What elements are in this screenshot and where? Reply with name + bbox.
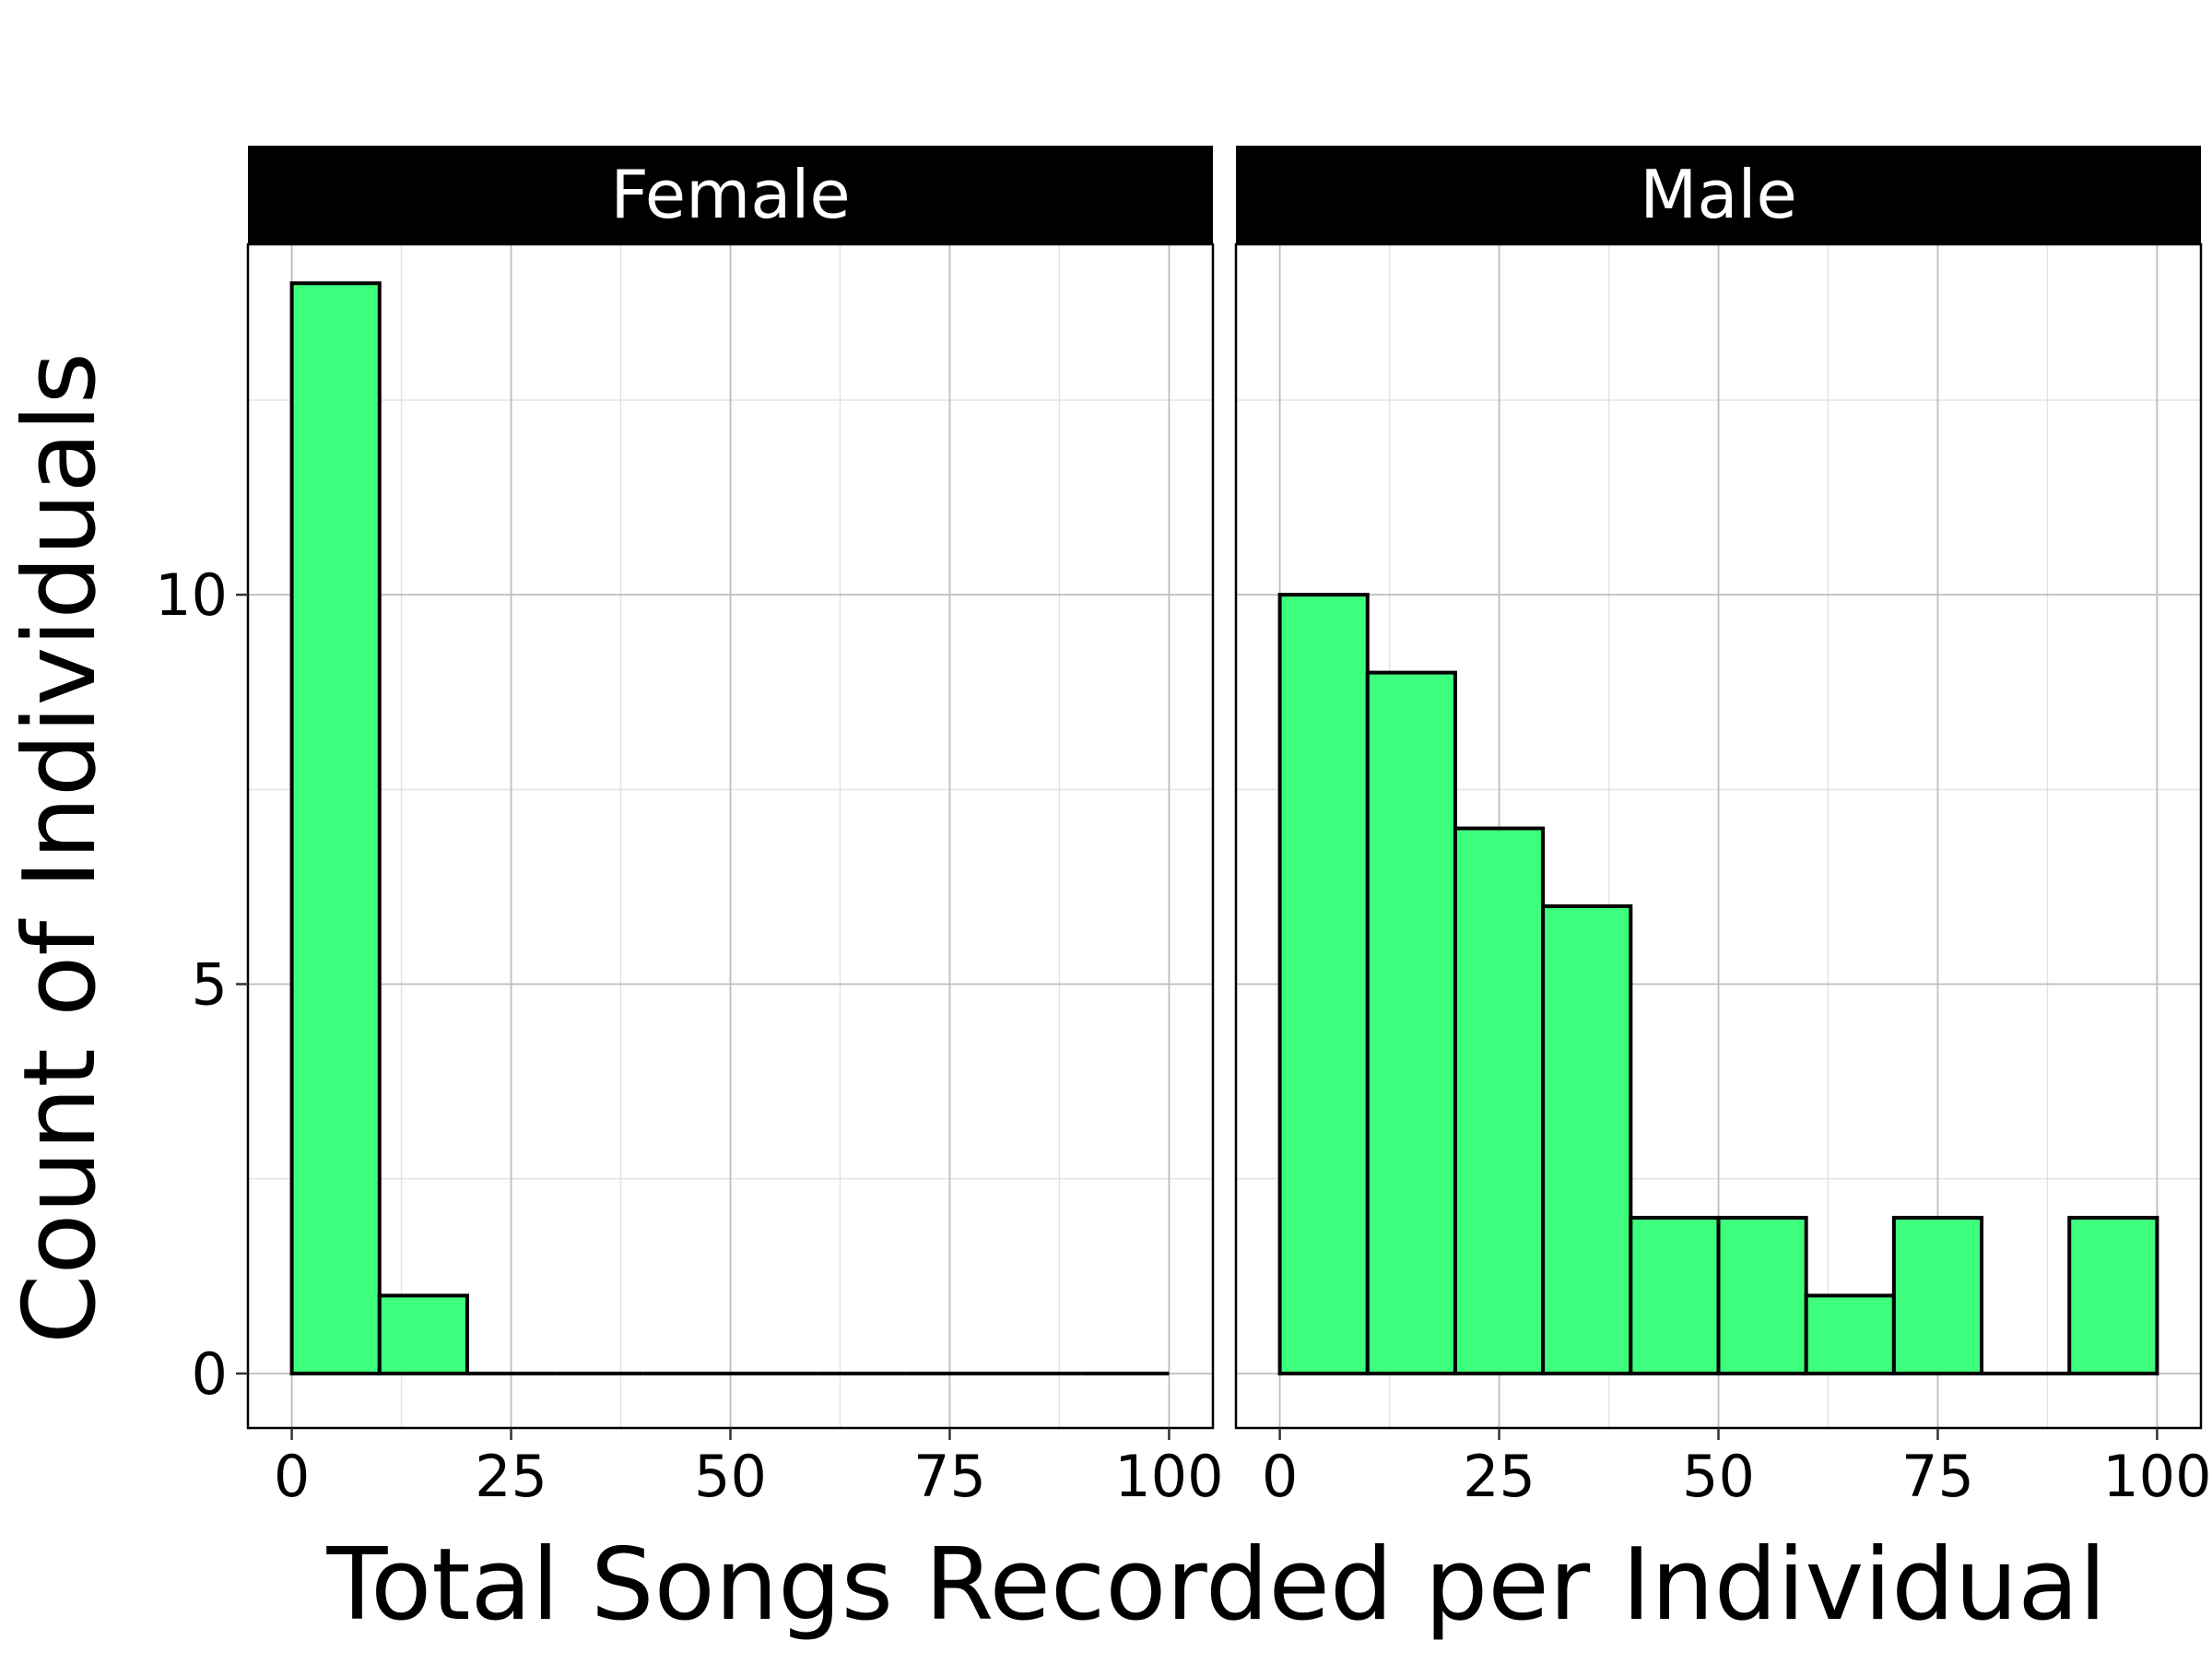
histogram-bar [2067, 1215, 2159, 1375]
x-tick-label: 0 [274, 1443, 310, 1510]
y-tick-label: 5 [192, 951, 228, 1019]
histogram-bar [289, 281, 382, 1375]
x-tick-label: 75 [1901, 1443, 1974, 1510]
x-axis-title: Total Songs Recorded per Individual [326, 1528, 2107, 1643]
x-tick-label: 100 [2102, 1443, 2211, 1510]
x-tick-label: 25 [1463, 1443, 1535, 1510]
y-tick-label: 0 [192, 1340, 228, 1408]
facet-strip [1236, 146, 2201, 244]
x-tick-label: 0 [1262, 1443, 1298, 1510]
x-tick-label: 100 [1114, 1443, 1223, 1510]
histogram-bar [1365, 670, 1457, 1375]
histogram-bar [1891, 1215, 1984, 1375]
x-tick-label: 75 [913, 1443, 986, 1510]
y-tick-label: 10 [155, 561, 228, 629]
facet-strip-label: Female [610, 156, 850, 233]
histogram-bar [1804, 1293, 1896, 1375]
facet-strip-label: Male [1640, 156, 1797, 233]
y-axis-title: Count of Individuals [3, 352, 118, 1344]
x-tick-label: 25 [475, 1443, 547, 1510]
histogram-bar [1541, 904, 1633, 1375]
histogram-bar [377, 1293, 469, 1375]
x-tick-label: 50 [1682, 1443, 1755, 1510]
facet-strip [248, 146, 1213, 244]
facet-panel-male: Male 0 25 50 75 100 [1234, 146, 2212, 1510]
histogram-bar [1716, 1215, 1808, 1375]
facet-panel-female: Female 0 25 50 75 100 0 5 10 [155, 146, 1224, 1510]
x-tick-label: 50 [694, 1443, 767, 1510]
histogram-bar [1629, 1215, 1721, 1375]
histogram-bar [1277, 593, 1370, 1375]
histogram-bar [1453, 826, 1546, 1375]
